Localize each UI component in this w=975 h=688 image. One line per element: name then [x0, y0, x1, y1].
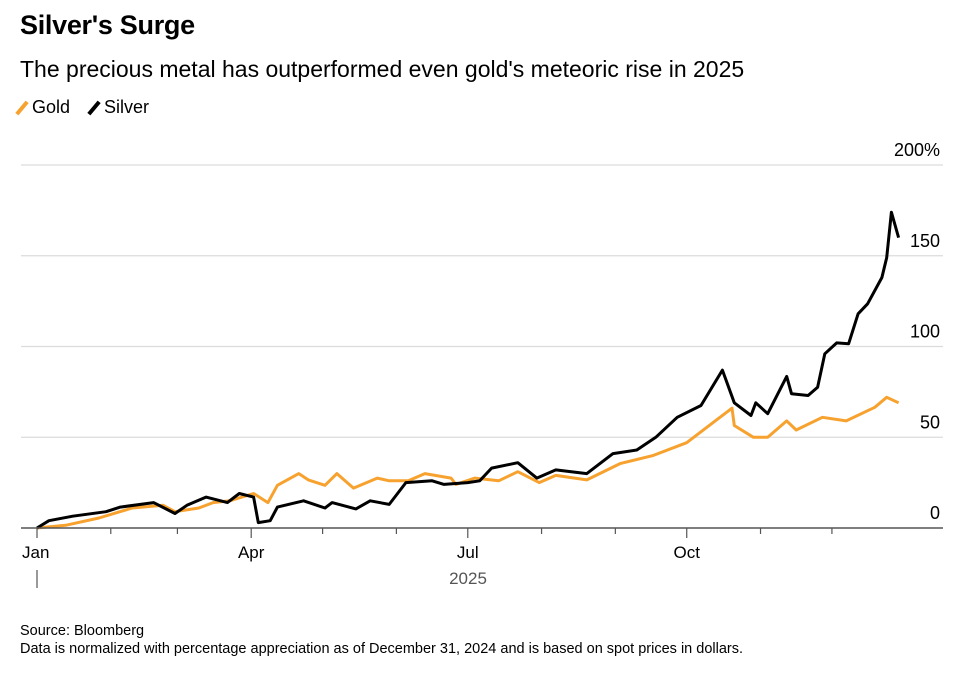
- series-line-silver: [36, 210, 901, 530]
- legend-item-silver: Silver: [87, 97, 150, 118]
- y-tick-label: 50: [920, 412, 940, 432]
- x-tick-label: Jan: [22, 543, 49, 562]
- legend-label-silver: Silver: [104, 97, 150, 117]
- x-tick-label: Oct: [674, 543, 701, 562]
- x-year-label: 2025: [449, 569, 487, 588]
- chart-title: Silver's Surge: [20, 10, 195, 40]
- footer: Source: Bloomberg Data is normalized wit…: [20, 622, 940, 658]
- chart-subtitle: The precious metal has outperformed even…: [20, 56, 745, 82]
- y-tick-label: 200%: [894, 140, 940, 160]
- legend-label-gold: Gold: [32, 97, 71, 117]
- y-tick-label: 150: [910, 231, 940, 251]
- y-tick-label: 0: [930, 503, 940, 523]
- x-tick-label: Jul: [457, 543, 479, 562]
- legend: Gold Silver: [15, 97, 150, 118]
- data-note: Data is normalized with percentage appre…: [20, 641, 743, 657]
- series-line-gold: [36, 395, 900, 530]
- source-note: Source: Bloomberg: [20, 623, 145, 639]
- legend-item-gold: Gold: [15, 97, 71, 118]
- x-tick-label: Apr: [238, 543, 265, 562]
- y-tick-label: 100: [910, 322, 940, 342]
